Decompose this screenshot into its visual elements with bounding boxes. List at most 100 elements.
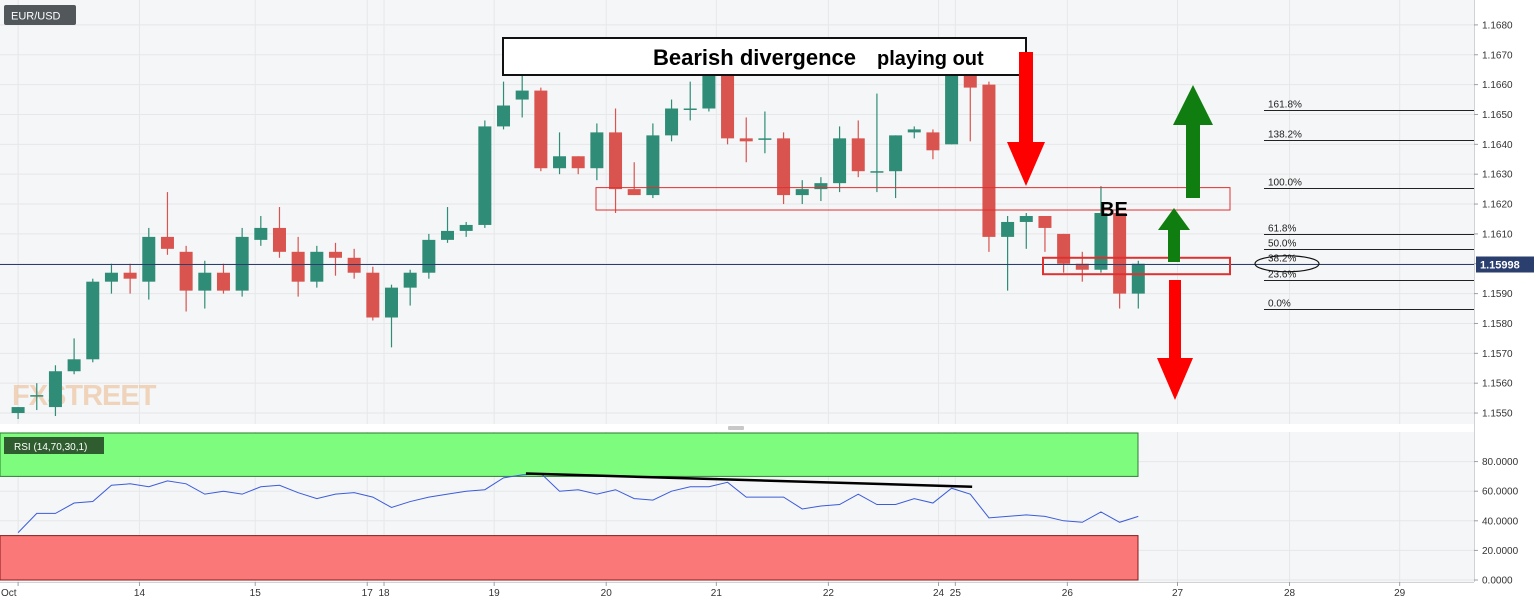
time-axis-label: 28 [1284,588,1296,599]
breakeven-label: BE [1100,199,1128,221]
rsi-divergence-line [525,472,973,489]
pane-resize-handle[interactable] [728,426,744,430]
candle-body [11,407,25,414]
time-axis-label: 21 [711,588,723,599]
candle-body [870,171,884,173]
candle-body [1075,263,1089,270]
time-axis-label: 17 [362,588,374,599]
price-axis-label: 1.1550 [1482,409,1513,420]
bearish-arrow-down-lower [1157,280,1193,400]
candle-body [702,66,716,109]
candle-body [814,183,828,190]
time-axis-label: 25 [950,588,962,599]
candle-body [1019,215,1033,222]
candle-body [403,272,417,288]
symbol-badge[interactable] [4,5,76,25]
time-axis-label: 15 [250,588,262,599]
fib-level-label: 138.2% [1268,130,1302,141]
candle-body [291,251,305,282]
candle-body [833,138,847,184]
time-axis-label: 24 [933,588,945,599]
candle-body [48,371,62,408]
candle-body [328,251,342,258]
candle-body [982,84,996,237]
fib-level-label: 23.6% [1268,270,1296,281]
candle-body [777,138,791,196]
fib-level-label: 0.0% [1268,299,1291,310]
bearish-arrow-down [1007,52,1045,186]
candle-body [1001,221,1015,237]
fib-level-label: 100.0% [1268,178,1302,189]
candle-body [104,272,118,282]
candle-body [366,272,380,318]
time-axis-label: 27 [1172,588,1184,599]
price-axis-label: 1.1660 [1482,80,1513,91]
rsi-oversold-zone [0,535,1139,581]
price-grid [0,0,1474,424]
candle-body [665,108,679,136]
candle-body [627,189,641,196]
candle-body [758,138,772,140]
candle-body [422,239,436,273]
rsi-axis-label: 0.0000 [1482,576,1513,587]
candle-body [889,135,903,172]
candle-body [683,108,697,110]
candle-body [459,224,473,231]
time-axis-label: 20 [601,588,613,599]
annotations: Bearish divergence playing out BE [502,37,1320,400]
rsi-zones: RSI (14,70,30,1) [0,432,1139,581]
candle-body [907,129,921,133]
candle-body [497,105,511,127]
price-axis-label: 1.1570 [1482,349,1513,360]
candle-body [553,156,567,169]
time-axis-label: 14 [134,588,146,599]
fib-level-label: 161.8% [1268,100,1302,111]
time-axis-label: 18 [378,588,390,599]
candle-body [739,138,753,142]
rsi-label: RSI (14,70,30,1) [14,442,87,453]
symbol-label: EUR/USD [11,11,61,23]
candle-body [478,126,492,225]
price-axis-label: 1.1610 [1482,229,1513,240]
price-axis-label: 1.1680 [1482,20,1513,31]
price-axis-label: 1.1560 [1482,379,1513,390]
price-axis-label: 1.1580 [1482,319,1513,330]
candle-body [347,257,361,273]
fib-level-label: 61.8% [1268,224,1296,235]
rsi-axis-label: 80.0000 [1482,457,1519,468]
candle-body [945,69,959,145]
price-axis-label: 1.1620 [1482,200,1513,211]
price-axis-label: 1.1650 [1482,110,1513,121]
candle-body [721,66,735,139]
bullish-arrow-up-large [1173,85,1213,198]
candle-body [30,395,44,397]
candle-body [534,90,548,169]
annotation-title-box [502,37,1027,76]
candle-body [142,236,156,282]
candle-body [67,359,81,372]
rsi-badge [4,437,104,454]
rsi-plot [17,472,1139,533]
time-axis-label: 29 [1394,588,1406,599]
candle-body [385,287,398,318]
candle-body [515,90,529,100]
rsi-overbought-zone [0,432,1139,477]
price-axis-label: 1.1670 [1482,50,1513,61]
candle-body [254,227,268,240]
zone-rectangle-lower [1042,256,1231,276]
fibonacci-levels: 161.8% 138.2% 100.0% 61.8% 50.0% 38.2% 23.6% 0.… [1264,100,1474,310]
candle-body [235,236,249,291]
candle-body [1131,263,1145,294]
rsi-axis: 80.0000 60.0000 40.0000 20.0000 0.0000 [1474,457,1519,587]
candle-body [441,230,455,240]
candle-body [160,236,174,249]
time-axis-label: 26 [1062,588,1074,599]
candle-body [795,189,809,196]
time-axis: Oct 14 15 17 18 19 20 21 22 24 25 26 27 28 29 [0,582,1474,599]
zone-rectangle-upper [595,187,1231,211]
current-price-badge [1476,256,1534,273]
annotation-title: Bearish divergence [653,45,856,70]
current-price-label: 1.15998 [1480,260,1520,272]
time-axis-label: Oct [1,588,17,599]
